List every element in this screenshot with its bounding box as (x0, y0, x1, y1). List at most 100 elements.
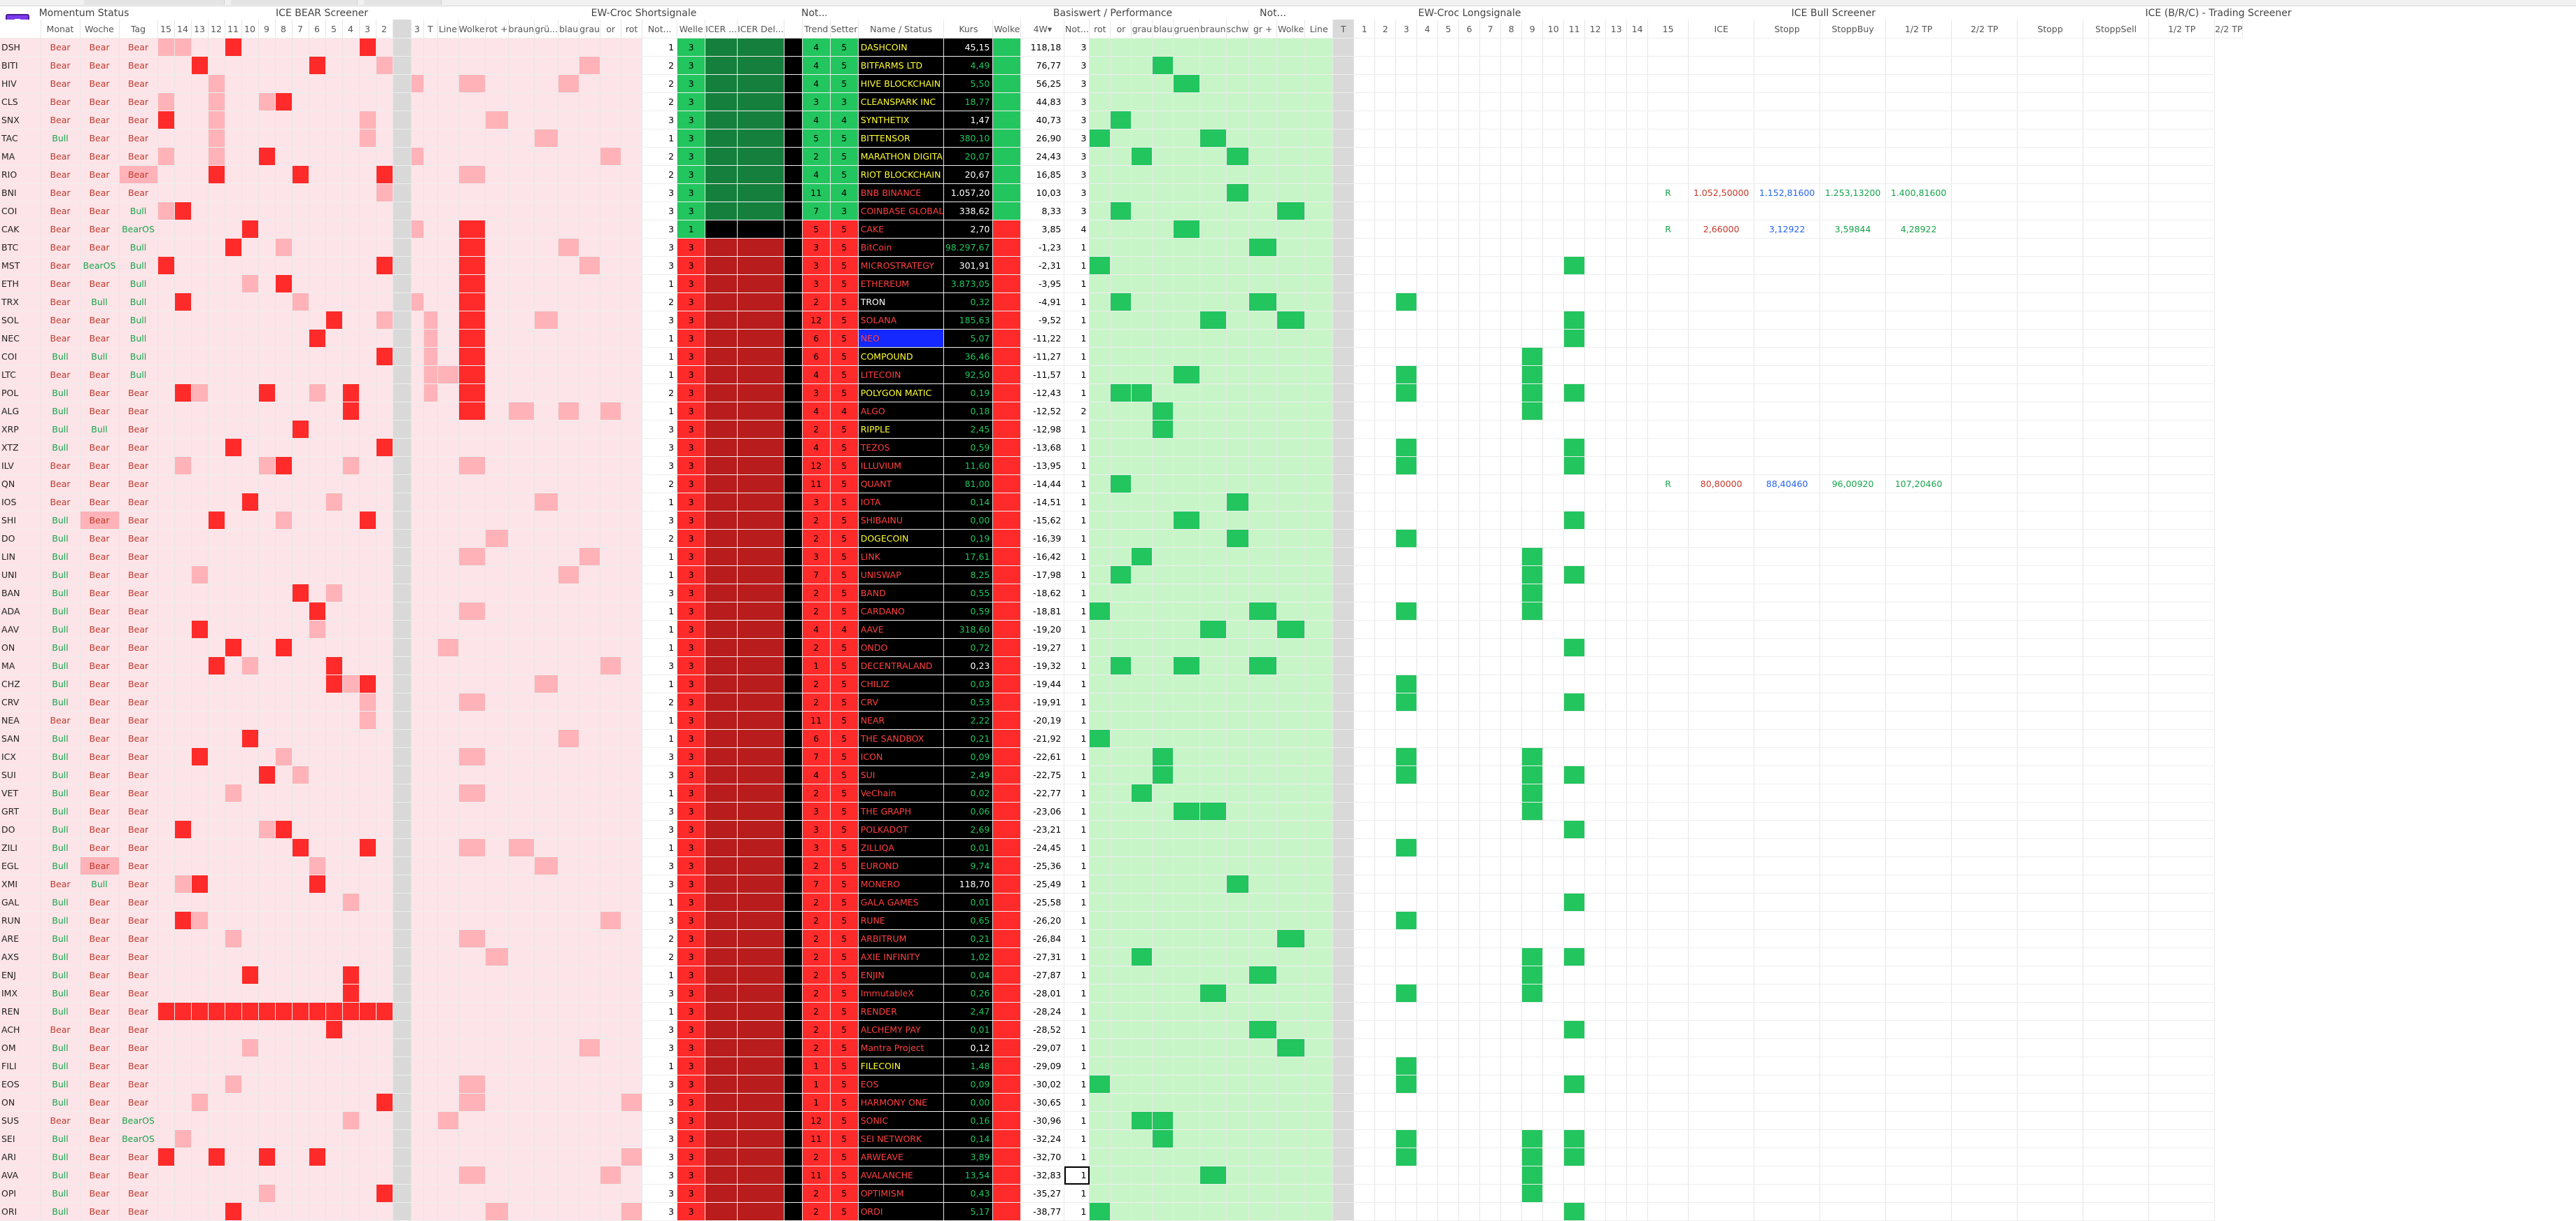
column-header[interactable]: 14 (1626, 20, 1649, 38)
column-header[interactable]: 2/2 TP (2214, 20, 2244, 38)
column-header[interactable]: Stopp (2017, 20, 2084, 38)
table-row[interactable]: GAL Bull Bear Bear 1 3 2 5 GALA GAMES 0,01 -25,58 1 (0, 893, 2243, 912)
column-header[interactable]: 1/2 TP (1885, 20, 1952, 38)
asset-name[interactable]: EUROND (858, 856, 945, 875)
table-row[interactable]: DO Bull Bear Bear 3 3 3 5 POLKADOT 2,69 -23,21 1 (0, 820, 2243, 839)
column-header[interactable]: 7 (292, 20, 309, 38)
column-header[interactable]: 7 (1479, 20, 1502, 38)
asset-name[interactable]: Mantra Project (858, 1038, 945, 1057)
table-row[interactable]: GRT Bull Bear Bear 3 3 3 5 THE GRAPH 0,06 -23,06 1 (0, 802, 2243, 821)
asset-name[interactable]: SYNTHETIX (858, 111, 945, 129)
asset-name[interactable]: RENDER (858, 1002, 945, 1021)
column-header[interactable]: 14 (174, 20, 192, 38)
asset-name[interactable]: HARMONY ONE (858, 1093, 945, 1112)
column-header[interactable]: rot (621, 20, 643, 38)
column-header[interactable]: 1/2 TP (2148, 20, 2216, 38)
asset-name[interactable]: ZILLIQA (858, 838, 945, 857)
asset-name[interactable]: RUNE (858, 911, 945, 930)
column-header[interactable]: grau (1131, 20, 1153, 38)
table-row[interactable]: BTC Bear Bear Bull 3 3 3 5 BitCoin 98.297,67 -1,23… (0, 238, 2243, 257)
column-header[interactable]: Not... (642, 20, 678, 38)
column-header[interactable]: 9 (1521, 20, 1544, 38)
table-row[interactable]: SUI Bull Bear Bear 3 3 4 5 SUI 2,49 -22,75 1 (0, 765, 2243, 784)
table-row[interactable]: MST Bear BearOS Bull 3 3 3 5 MICROSTRATEGY 301,91… (0, 256, 2243, 275)
asset-name[interactable]: TRON (858, 292, 945, 311)
asset-name[interactable]: CLEANSPARK INC (858, 92, 945, 111)
asset-name[interactable]: CHILIZ (858, 675, 945, 693)
column-header[interactable]: 5 (325, 20, 343, 38)
column-header[interactable]: T (423, 20, 438, 38)
table-row[interactable]: ETH Bear Bear Bull 1 3 3 5 ETHEREUM 3.873,05 -3,95… (0, 274, 2243, 293)
asset-name[interactable]: THE SANDBOX (858, 729, 945, 748)
table-row[interactable]: SEI Bull Bear BearOS 3 3 11 5 SEI NETWORK 0,14 -32… (0, 1129, 2243, 1148)
asset-name[interactable]: RIPPLE (858, 420, 945, 439)
table-row[interactable]: RIO Bear Bear Bear 2 3 4 5 RIOT BLOCKCHAIN 20,67 1… (0, 165, 2243, 184)
column-header[interactable]: Setter (830, 20, 859, 38)
table-row[interactable]: BITI Bear Bear Bear 2 3 4 5 BITFARMS LTD 4,49 76,7… (0, 56, 2243, 75)
column-header[interactable]: Monat (41, 20, 80, 38)
column-header[interactable]: 8 (275, 20, 293, 38)
column-header[interactable]: 6 (1458, 20, 1481, 38)
column-header[interactable]: 4 (342, 20, 360, 38)
column-header[interactable]: 12 (208, 20, 225, 38)
table-row[interactable]: ICX Bull Bear Bear 3 3 7 5 ICON 0,09 -22,61 1 (0, 747, 2243, 766)
asset-name[interactable]: COMPOUND (858, 347, 945, 366)
asset-name[interactable]: EOS (858, 1075, 945, 1094)
column-header[interactable]: ICE (1688, 20, 1755, 38)
column-header[interactable]: Woche (80, 20, 120, 38)
table-row[interactable]: TAC Bull Bear Bear 1 3 5 5 BITTENSOR 380,10 26,90 3 (0, 129, 2243, 148)
top-tab[interactable] (364, 0, 442, 5)
column-header[interactable]: Wolke (992, 20, 1022, 38)
asset-name[interactable]: LINK (858, 547, 945, 566)
table-row[interactable]: ADA Bull Bear Bear 1 3 2 5 CARDANO 0,59 -18,81 1 (0, 602, 2243, 621)
asset-name[interactable]: NEAR (858, 711, 945, 730)
table-row[interactable]: LIN Bull Bear Bear 1 3 3 5 LINK 17,61 -16,42 1 (0, 547, 2243, 566)
table-row[interactable]: NEC Bear Bear Bull 1 3 6 5 NEO 5,07 -11,22 1 (0, 329, 2243, 348)
column-header[interactable]: T (1332, 20, 1355, 38)
asset-name[interactable]: ICON (858, 747, 945, 766)
column-header[interactable]: Trend (802, 20, 831, 38)
column-header[interactable]: 3 (359, 20, 376, 38)
column-header[interactable]: braun (1199, 20, 1227, 38)
column-header[interactable] (393, 20, 411, 38)
table-row[interactable]: XRP Bull Bull Bear 3 3 2 5 RIPPLE 2,45 -12,98 1 (0, 420, 2243, 439)
column-header[interactable]: 3 (1395, 20, 1418, 38)
asset-name[interactable]: BITFARMS LTD (858, 56, 945, 75)
asset-name[interactable]: TEZOS (858, 438, 945, 457)
column-header[interactable] (0, 20, 41, 38)
column-header[interactable]: gruen (1173, 20, 1200, 38)
table-row[interactable]: ARE Bull Bear Bear 2 3 2 5 ARBITRUM 0,21 -26,84 1 (0, 929, 2243, 948)
asset-name[interactable]: ImmutableX (858, 984, 945, 1003)
column-header[interactable]: 3 (411, 20, 424, 38)
table-row[interactable]: ENJ Bull Bear Bear 1 3 2 5 ENJIN 0,04 -27,87 1 (0, 966, 2243, 984)
column-header[interactable]: 6 (309, 20, 326, 38)
table-row[interactable]: DSH Bear Bear Bear 1 3 4 5 DASHCOIN 45,15 118,18 3 (0, 38, 2243, 57)
column-header[interactable]: 9 (258, 20, 276, 38)
column-header[interactable]: Not... (1064, 20, 1090, 38)
asset-name[interactable]: AXIE INFINITY (858, 947, 945, 966)
column-header[interactable]: StoppSell (2083, 20, 2150, 38)
column-header[interactable]: 2 (376, 20, 393, 38)
column-header[interactable]: 2 (1374, 20, 1397, 38)
column-header[interactable]: Welle (677, 20, 706, 38)
asset-name[interactable]: DECENTRALAND (858, 656, 945, 675)
column-header[interactable]: Tag (119, 20, 158, 38)
column-header[interactable]: Kurs (943, 20, 994, 38)
column-header[interactable]: or (600, 20, 622, 38)
asset-name[interactable]: BITTENSOR (858, 129, 945, 148)
asset-name[interactable]: VeChain (858, 784, 945, 803)
asset-name[interactable]: ARWEAVE (858, 1148, 945, 1166)
asset-name[interactable]: ALCHEMY PAY (858, 1020, 945, 1039)
column-header[interactable]: Line (437, 20, 459, 38)
column-header[interactable]: grau (579, 20, 601, 38)
table-row[interactable]: CLS Bear Bear Bear 2 3 3 3 CLEANSPARK INC 18,77 44… (0, 92, 2243, 111)
table-row[interactable]: MA Bull Bear Bear 3 3 1 5 DECENTRALAND 0,23 -19,32… (0, 656, 2243, 675)
table-row[interactable]: FILI Bull Bear Bear 1 3 1 5 FILECOIN 1,48 -29,09 1 (0, 1057, 2243, 1075)
column-header[interactable]: rot (1089, 20, 1111, 38)
asset-name[interactable]: CRV (858, 693, 945, 712)
table-row[interactable]: UNI Bull Bear Bear 1 3 7 5 UNISWAP 8,25 -17,98 1 (0, 565, 2243, 584)
table-row[interactable]: AVA Bull Bear Bear 3 3 11 5 AVALANCHE 13,54 -32,83… (0, 1166, 2243, 1185)
table-row[interactable]: TRX Bear Bull Bull 2 3 2 5 TRON 0,32 -4,91 1 (0, 292, 2243, 311)
table-row[interactable]: DO Bull Bear Bear 2 3 2 5 DOGECOIN 0,19 -16,39 1 (0, 529, 2243, 548)
column-header[interactable]: StoppBuy (1820, 20, 1887, 38)
